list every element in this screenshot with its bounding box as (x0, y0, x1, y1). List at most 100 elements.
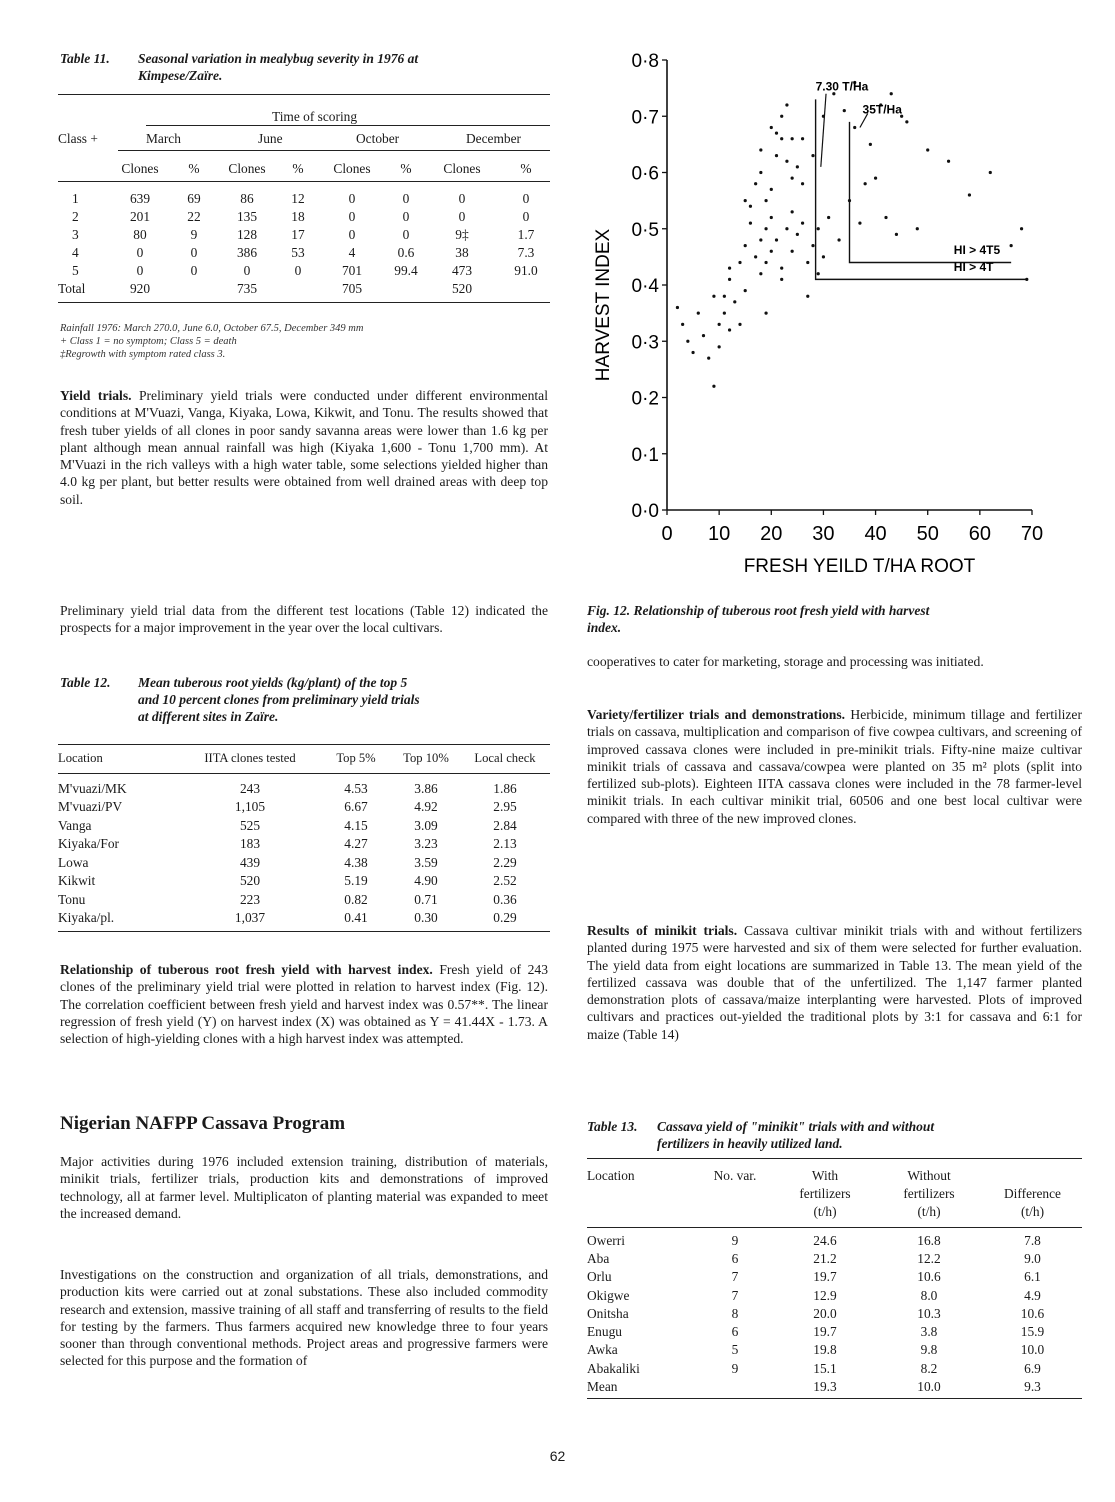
data-point (800, 182, 805, 186)
table13: Location No. var. With fertilizers (t/h)… (587, 1158, 1082, 1400)
table-cell: 12.2 (917, 1250, 941, 1266)
table-row: M'vuazi/PV 1,105 6.67 4.92 2.95 (58, 798, 550, 817)
data-point (837, 238, 841, 242)
minikit-results-paragraph: Results of minikit trials. Cassava culti… (587, 923, 1082, 1042)
data-point (754, 255, 758, 259)
table-cell: 5.19 (344, 873, 368, 889)
table-cell: 1.86 (493, 780, 517, 796)
table-cell: 4.15 (344, 817, 368, 833)
data-point (748, 221, 753, 225)
selection-line-hi-41 (814, 99, 1027, 281)
data-point (759, 148, 763, 152)
table-cell: 525 (239, 817, 261, 833)
table-row: Owerri 9 24.6 16.8 7.8 (587, 1232, 1082, 1250)
y-tick-label: 0·1 (632, 445, 659, 466)
table13-header-row: Location No. var. With fertilizers (t/h)… (587, 1168, 1061, 1219)
annotation-label: 35T/Ha (863, 102, 903, 116)
relationship-paragraph: Relationship of tuberous root fresh yiel… (60, 962, 548, 1047)
data-point (774, 154, 779, 158)
data-point (905, 120, 909, 124)
data-point (785, 103, 789, 107)
table-cell: 2.95 (493, 799, 517, 815)
data-point (743, 289, 747, 293)
annotation-arrow (859, 113, 869, 128)
table-cell: 1,105 (234, 799, 266, 815)
table-cell: Okigwe (587, 1287, 630, 1303)
data-point (811, 154, 815, 158)
table-rule (58, 744, 550, 745)
data-point (858, 221, 862, 225)
table-cell: 4.92 (414, 799, 438, 815)
yield-trials-paragraph-2: Preliminary yield trial data from the di… (60, 603, 548, 636)
table-cell: 20.0 (813, 1305, 837, 1321)
data-point (748, 204, 753, 208)
data-point (889, 92, 893, 96)
table-cell: 7.8 (1024, 1232, 1041, 1248)
table-row: Kikwit 520 5.19 4.90 2.52 (58, 872, 550, 891)
table-cell: 0 (294, 262, 302, 278)
table11: Time of scoring Class + March June Octob… (58, 94, 550, 303)
data-point (1009, 244, 1013, 248)
table-cell: Vanga (58, 817, 92, 833)
table-cell: Aba (587, 1250, 610, 1266)
table13-body: Owerri 9 24.6 16.8 7.8 Aba 6 21.2 12.2 9.0 Orlu 7 19… (587, 1232, 1082, 1397)
data-point (816, 227, 820, 231)
table-cell: 4 (348, 244, 356, 260)
table-cell: Mean (587, 1379, 618, 1395)
x-tick-label: 50 (917, 523, 939, 545)
table-cell: 53 (291, 244, 305, 260)
data-point (759, 170, 763, 175)
table-cell: 8.0 (920, 1287, 938, 1303)
table-cell: 735 (236, 280, 258, 296)
data-point (738, 322, 742, 326)
table11-subheader-row: Clones % Clones % Clones % Clones % (121, 160, 532, 176)
table-cell: 5 (731, 1342, 739, 1358)
table11-notes: Rainfall 1976: March 270.0, June 6.0, Oc… (60, 323, 364, 360)
data-point (717, 322, 721, 326)
table-cell: Onitsha (587, 1305, 629, 1321)
table-cell: 920 (129, 280, 151, 296)
data-point (722, 294, 726, 298)
data-point (686, 339, 690, 343)
table-row: Abakaliki 9 15.1 8.2 6.9 (587, 1360, 1082, 1378)
table-cell: 10.0 (917, 1379, 941, 1395)
table-cell: 3.8 (920, 1324, 938, 1340)
y-axis-title: HARVEST INDEX (593, 228, 614, 381)
table-cell: 9.8 (920, 1342, 938, 1358)
table-cell: 69 (187, 190, 201, 206)
table12-grid: Location IITA clones tested Top 5% Top 1… (58, 745, 550, 928)
table-cell: 3.09 (414, 817, 438, 833)
data-point (915, 227, 919, 231)
table-cell: 86 (240, 190, 254, 206)
table-cell: 0.41 (344, 910, 368, 926)
table-cell: 80 (133, 226, 147, 242)
table-cell: 639 (129, 190, 151, 206)
table-cell: 8 (731, 1305, 739, 1321)
table11-caption: Table 11. Seasonal variation in mealybug … (60, 51, 419, 83)
data-point (727, 266, 732, 270)
table-cell: 0 (402, 190, 410, 206)
table-cell: 9 (731, 1232, 739, 1248)
table-cell: 2.52 (493, 873, 517, 889)
table-cell: 4.27 (344, 836, 368, 852)
table-cell: 701 (341, 262, 363, 278)
table-cell (390, 280, 422, 298)
table12: Location IITA clones tested Top 5% Top 1… (58, 744, 550, 932)
table-cell: 9 (731, 1360, 739, 1376)
table-cell: 10.6 (917, 1269, 941, 1285)
data-point (967, 193, 972, 197)
data-point (681, 322, 685, 326)
data-point (691, 350, 695, 355)
y-tick-label: 0·7 (632, 107, 659, 128)
table-row: Lowa 439 4.38 3.59 2.29 (58, 854, 550, 873)
selection-line-hi-45 (848, 121, 1012, 264)
table-cell: 9.3 (1024, 1379, 1041, 1395)
table-cell: 6.9 (1024, 1360, 1041, 1376)
data-point (894, 232, 899, 236)
data-point (743, 199, 747, 203)
table-cell: 135 (236, 208, 258, 224)
nafpp-paragraph-2: Investigations on the construction and o… (60, 1267, 548, 1369)
table-cell: 9 (190, 226, 198, 242)
data-point (764, 311, 768, 315)
table-cell: 0 (348, 190, 356, 206)
